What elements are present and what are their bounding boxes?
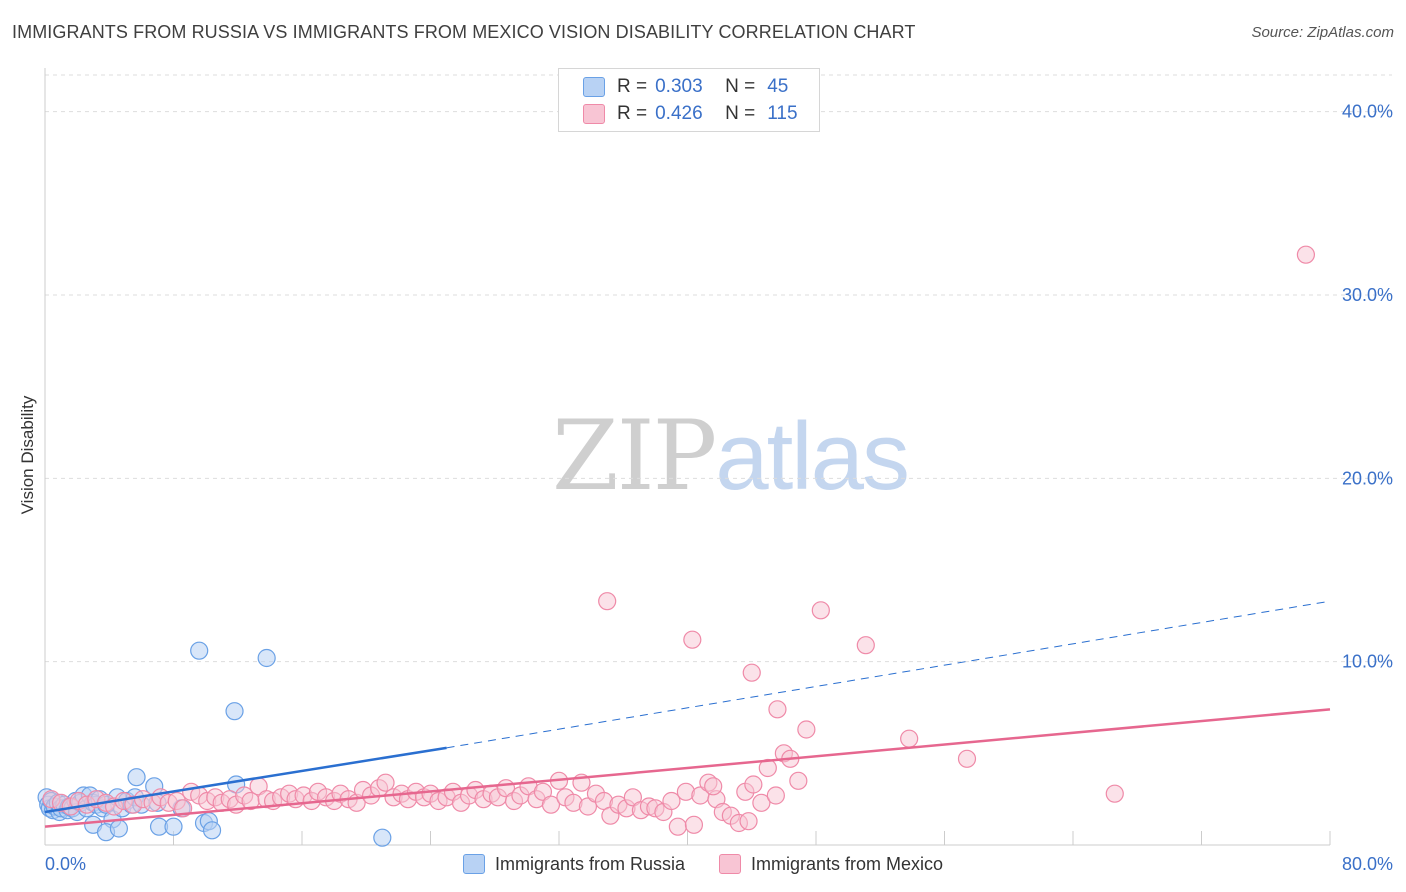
legend-n-key: N = xyxy=(725,103,756,124)
y-tick-label: 40.0% xyxy=(1342,102,1393,122)
data-point-mexico xyxy=(752,793,771,812)
axes xyxy=(44,68,1331,846)
data-point-mexico xyxy=(684,815,704,834)
legend-n-value: 115 xyxy=(767,103,798,124)
data-point-mexico xyxy=(739,812,758,831)
data-point-mexico xyxy=(766,786,785,805)
trend-line-russia-projection xyxy=(446,600,1331,749)
data-point-mexico xyxy=(789,771,808,790)
chart-title: IMMIGRANTS FROM RUSSIA VS IMMIGRANTS FRO… xyxy=(12,22,916,42)
data-point-mexico xyxy=(742,663,761,682)
data-point-mexico xyxy=(1296,245,1316,264)
tick-labels: 10.0% 20.0% 30.0% 40.0% 0.0% 80.0% xyxy=(45,102,1393,874)
legend-row-mexico: R = 0.426 N = 115 xyxy=(583,102,798,126)
russia-swatch xyxy=(583,77,605,97)
y-tick-label: 30.0% xyxy=(1342,285,1393,305)
legend-row-russia: R = 0.303 N = 45 xyxy=(583,75,788,99)
data-point-mexico xyxy=(623,788,642,807)
data-point-mexico xyxy=(683,630,702,649)
grid-lines xyxy=(45,74,1392,663)
data-point-russia xyxy=(225,702,244,721)
legend-r-value: 0.426 xyxy=(655,103,703,124)
data-point-russia xyxy=(164,817,183,836)
legend-n-value: 45 xyxy=(767,76,789,97)
data-point-mexico xyxy=(541,795,561,814)
legend-label-mexico: Immigrants from Mexico xyxy=(751,853,944,874)
watermark-zip: ZIP xyxy=(552,400,717,512)
data-point-mexico xyxy=(662,791,681,811)
y-tick-label: 20.0% xyxy=(1342,468,1393,488)
source-credit: Source: ZipAtlas.com xyxy=(1251,24,1394,41)
mexico-swatch xyxy=(583,104,605,124)
data-point-russia xyxy=(202,821,222,840)
legend-r-value: 0.303 xyxy=(655,76,703,97)
x-tick-label: 0.0% xyxy=(45,854,86,874)
data-point-mexico xyxy=(578,797,598,816)
data-point-mexico xyxy=(744,775,763,794)
data-point-mexico xyxy=(768,700,787,719)
legend-label-russia: Immigrants from Russia xyxy=(494,853,685,874)
legend-n-key: N = xyxy=(725,76,756,97)
mexico-swatch xyxy=(719,854,741,874)
data-point-mexico xyxy=(811,601,830,620)
legend-item-russia: Immigrants from Russia xyxy=(462,853,685,875)
correlation-legend: R = 0.303 N = 45 R = 0.426 N = 115 xyxy=(558,68,820,132)
series-russia xyxy=(37,641,392,847)
data-point-mexico xyxy=(797,720,816,739)
russia-swatch xyxy=(462,854,485,874)
data-point-mexico xyxy=(668,817,687,836)
data-point-mexico xyxy=(598,592,617,611)
data-point-mexico xyxy=(856,636,875,655)
data-point-mexico xyxy=(1105,784,1124,803)
data-point-mexico xyxy=(704,777,723,796)
watermark: ZIPatlas xyxy=(552,400,910,512)
legend-r-key: R = xyxy=(617,76,648,97)
data-point-mexico xyxy=(957,749,977,768)
y-axis-label: Vision Disability xyxy=(18,395,37,515)
legend-r-key: R = xyxy=(617,103,648,124)
series-mexico xyxy=(42,245,1316,836)
trend-line-russia xyxy=(44,746,447,814)
watermark-atlas: atlas xyxy=(715,403,910,510)
data-point-russia xyxy=(190,641,209,660)
data-point-russia xyxy=(257,648,276,668)
y-tick-label: 10.0% xyxy=(1342,652,1393,672)
data-point-russia xyxy=(373,828,392,847)
trend-lines xyxy=(44,600,1331,828)
data-point-russia xyxy=(127,768,146,787)
series-legend: Immigrants from Russia Immigrants from M… xyxy=(0,850,1406,878)
data-point-mexico xyxy=(533,782,553,801)
x-tick-label: 80.0% xyxy=(1342,854,1393,874)
legend-item-mexico: Immigrants from Mexico xyxy=(719,854,943,875)
data-point-russia xyxy=(109,819,128,838)
data-point-mexico xyxy=(376,773,395,792)
trend-line-mexico xyxy=(44,708,1331,828)
data-point-mexico xyxy=(900,729,919,748)
